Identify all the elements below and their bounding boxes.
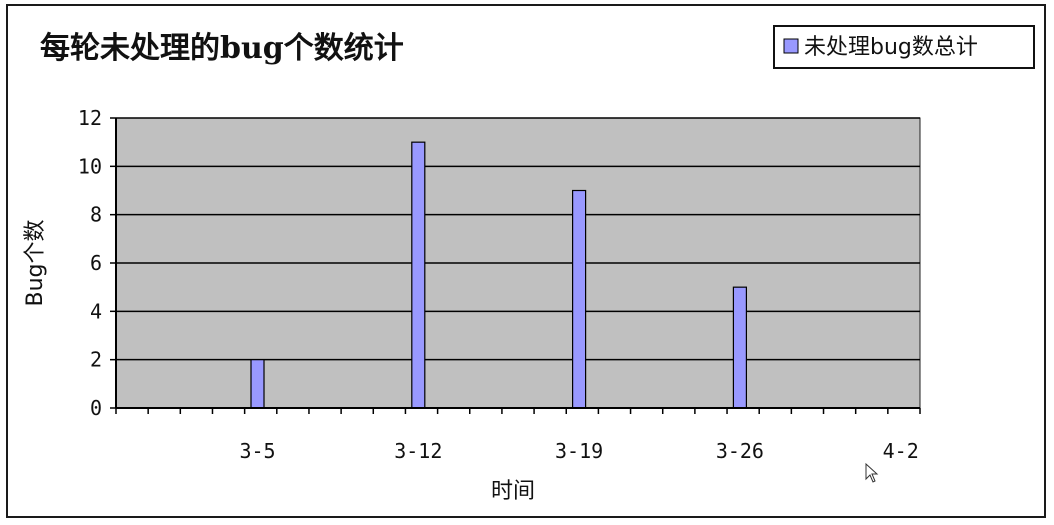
x-tick-label: 3-26 [716,439,764,463]
y-tick-label: 2 [90,348,102,372]
x-tick-label: 3-12 [394,439,442,463]
bar [732,286,748,409]
x-tick-label: 3-5 [239,439,275,463]
y-tick-label: 6 [90,251,102,275]
legend-label: 未处理bug数总计 [804,35,978,60]
x-axis-label: 时间 [491,479,535,504]
y-tick-label: 4 [90,299,102,323]
y-tick-label: 10 [78,154,102,178]
bar [250,359,265,409]
x-axis-ticks: 3-5 3-12 3-19 3-26 4-2 [115,408,921,463]
x-tick-label: 3-19 [555,439,603,463]
y-axis-label: Bug个数 [23,219,48,306]
y-axis-ticks: 0 2 4 6 8 10 12 [78,106,116,420]
y-tick-label: 8 [90,203,102,227]
legend-box [773,25,1035,69]
chart-frame: 每轮未处理的bug个数统计 未处理bug数总计 0 2 4 6 8 10 12 3-5 3-1… [6,4,1046,518]
bar-chart: 每轮未处理的bug个数统计 未处理bug数总计 0 2 4 6 8 10 12 3-5 3-1… [23,25,1035,504]
y-tick-label: 0 [90,396,102,420]
legend-swatch [783,38,799,54]
x-tick-label: 4-2 [883,439,919,463]
gridlines [116,117,920,361]
mouse-cursor-icon [865,462,879,483]
legend: 未处理bug数总计 [773,25,1035,69]
y-tick-label: 12 [78,106,102,130]
bar [572,189,587,409]
bar [411,141,426,409]
bars [250,141,748,409]
chart-title: 每轮未处理的bug个数统计 [40,31,404,66]
